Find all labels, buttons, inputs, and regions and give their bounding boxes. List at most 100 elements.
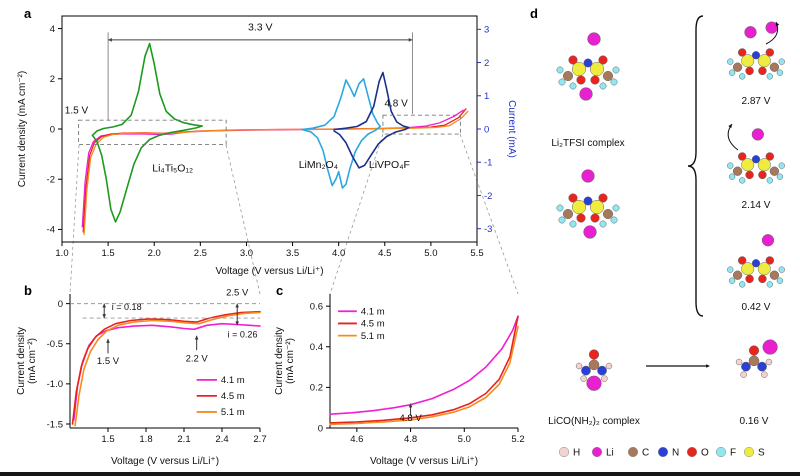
panel-a-cv-chart: 1.0 1.5 2.0 2.5 3.0 3.5 4.0 4.5 5.0 5.5 -4 -2 0 2 4 -3 -… [17,15,517,277]
x-tick-label: 5.0 [424,248,437,259]
atom-legend-swatch-C [627,446,639,458]
li2tfsi-complex-1 [556,32,620,101]
x-tick-label: 2.0 [148,248,161,259]
liurea-product [735,339,778,378]
series-LiMn₂O₄ [301,78,381,189]
zoom-region-box [78,119,227,146]
x-axis-label: Voltage (V versus Li/Li⁺) [111,456,219,467]
y-tick-label: -1.0 [47,379,63,390]
legend-label: 5.1 m [221,407,245,418]
y-tick-label: 0 [58,299,63,310]
li-ion [583,225,597,239]
y-axis-label: Current density [16,327,27,395]
liurea-complex [575,349,613,391]
liurea-complex-label: LiCO(NH₂)₂ complex [548,416,640,427]
annotation-text: i = 0.26 [228,329,258,339]
panel-c-zoom-chart: 4.6 4.8 5.0 5.2 0 0.2 0.4 0.6 Voltage (V versus … [274,294,525,467]
li2tfsi-complex-label: Li₂TFSI complex [551,138,624,149]
panel-b-zoom-chart: 1.5 1.8 2.1 2.4 2.7 0 -0.5 -1.0 -1.5 Voltage (V v… [16,288,267,467]
curved-arrow-2 [727,123,739,151]
y-tick-label: -1.5 [47,419,63,430]
x-tick-label: 1.5 [102,248,115,259]
y2-tick-label: -3 [484,224,492,235]
y2-tick-label: -2 [484,191,492,202]
y2-axis-label: Current (mA) [506,100,517,158]
series-4.1 m [329,315,519,415]
y-tick-label: 0.2 [310,383,323,394]
annotation-text: LiMn₂O₄ [299,159,338,171]
tfsi-state-1 [727,21,785,80]
x-tick-label: 1.8 [139,434,152,445]
atom-legend-swatch-O [686,446,698,458]
legend-label: 4.1 m [221,375,245,386]
y2-tick-label: 1 [484,91,489,102]
x-axis-label: Voltage (V versus Li/Li⁺) [215,266,323,277]
x-tick-label: 2.7 [253,434,266,445]
annotation-text: 2.5 V [226,288,249,299]
grouping-brace [687,15,704,317]
atom-legend-swatch-H [558,446,570,458]
tfsi-voltage-2: 2.14 V [742,200,771,211]
atom-legend-label-H: H [573,448,580,459]
x-tick-label: 3.0 [240,248,253,259]
atom-legend-swatch-S [743,446,755,458]
y-tick-label: 0.4 [310,342,323,353]
series-5.1 m [329,325,519,426]
panel-label-a: a [24,6,32,21]
y2-tick-label: 3 [484,25,489,36]
series-4.5 m [71,310,261,425]
annotation-text: i = 0.18 [112,302,142,312]
x-tick-label: 4.8 [404,434,417,445]
annotation-text: 1.5 V [65,105,89,116]
annotation-text: Li₄Ti₅O₁₂ [152,163,193,175]
y-axis-label-2: (mA cm⁻²) [27,338,38,384]
atom-legend-swatch-F [715,446,727,458]
x-tick-label: 5.2 [511,434,524,445]
series-Li₄Ti₅O₁₂ [91,42,203,223]
li-ion [744,26,757,39]
x-tick-label: 5.0 [458,434,471,445]
atom-legend-label-S: S [758,448,765,459]
x-tick-label: 2.4 [215,434,228,445]
y-tick-label: -4 [47,225,55,236]
y-tick-label: 0.6 [310,301,323,312]
annotation-text: 3.3 V [248,22,273,34]
x-tick-label: 2.5 [194,248,207,259]
y-axis-label-2: (mA cm⁻²) [285,338,296,384]
atom-legend-label-F: F [730,448,736,459]
legend-label: 4.5 m [361,319,385,330]
li-ion [762,339,778,355]
legend-label: 4.5 m [221,391,245,402]
legend-label: 5.1 m [361,331,385,342]
atom-legend-label-O: O [701,448,709,459]
y-tick-label: 4 [50,24,55,35]
panel-label-c: c [276,283,284,298]
li-ion [586,375,602,391]
annotation-text: LiVPO₄F [369,159,410,171]
x-tick-label: 3.5 [286,248,299,259]
y2-tick-label: 2 [484,58,489,69]
tfsi-voltage-1: 2.87 V [742,96,771,107]
li-ion [761,234,775,247]
y-tick-label: -2 [47,175,55,186]
li-ion [587,32,601,46]
tfsi-voltage-3: 0.42 V [742,302,771,313]
annotation-text: 2.2 V [186,353,209,364]
y2-tick-label: -1 [484,158,492,169]
atom-legend-swatch-Li [591,446,603,458]
x-tick-label: 4.6 [350,434,363,445]
panel-d-molecular-diagram: Li₂TFSI complex 2.87 V 2.14 V 0.42 V LiCO(NH… [548,15,785,459]
atom-legend-label-N: N [672,448,679,459]
li-ion [765,21,778,34]
x-tick-label: 1.5 [101,434,114,445]
li-ion [751,128,764,141]
series-4.5 m [329,315,519,424]
annotation-text: 4.8 V [384,98,408,109]
series-LiVPO₄F [333,71,410,169]
li-ion [579,87,593,101]
x-tick-label: 5.5 [470,248,483,259]
bottom-border [0,472,800,476]
panel-label-b: b [24,283,32,298]
annotation-text: 1.5 V [97,356,120,367]
